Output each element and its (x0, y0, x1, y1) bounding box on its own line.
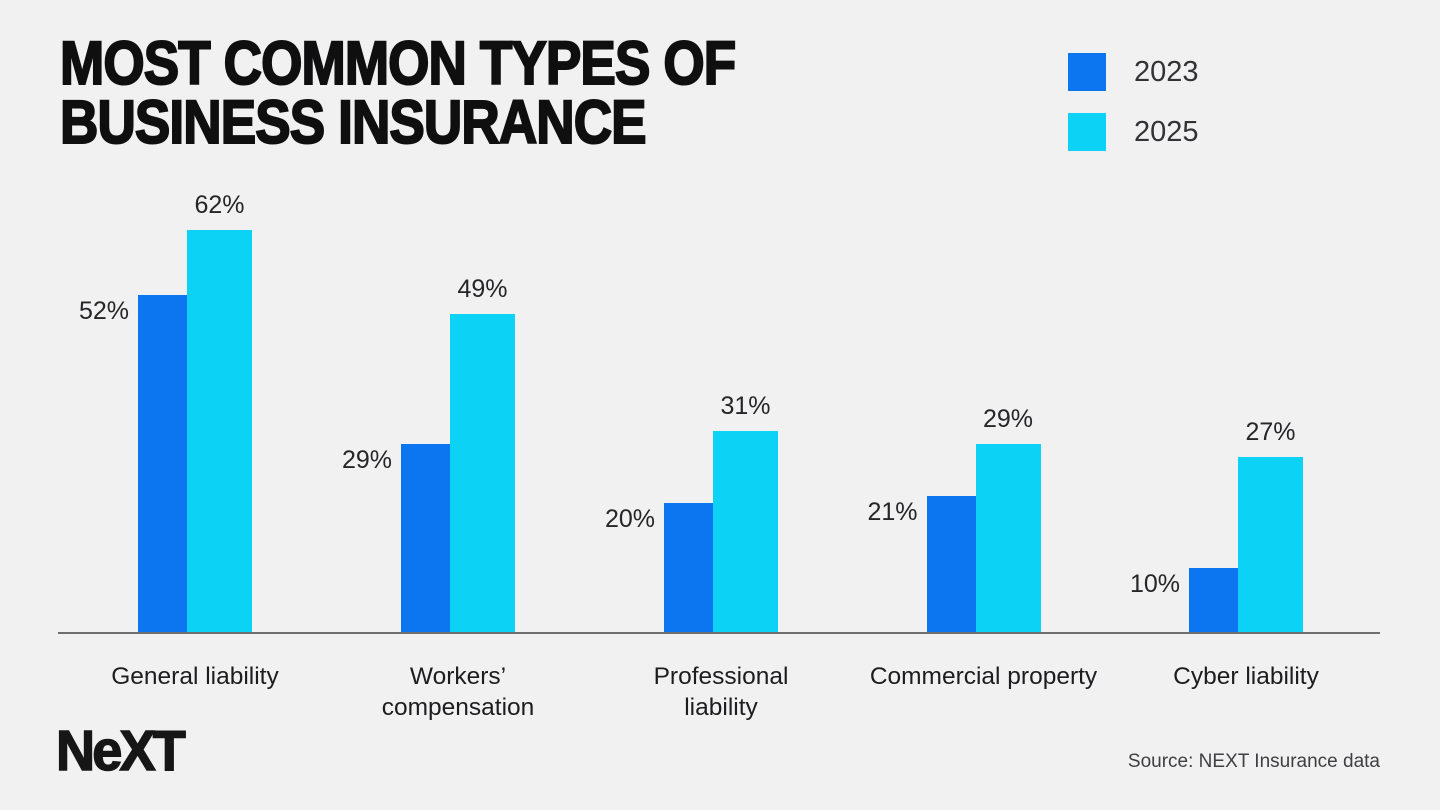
bar-2025-commercial-property (975, 444, 1041, 633)
legend-swatch-2023 (1068, 53, 1106, 91)
value-label-2023-commercial-property: 21% (867, 498, 918, 526)
category-label-commercial-property: Commercial property (869, 663, 1098, 690)
bar-2023-workers-compensation (401, 444, 450, 633)
legend-label-2025: 2025 (1134, 115, 1199, 148)
value-label-2025-general-liability: 62% (194, 191, 245, 219)
category-label-professional-liability: Professional liability (653, 663, 789, 721)
value-label-2025-commercial-property: 29% (982, 405, 1034, 433)
value-label-2025-cyber-liability: 27% (1245, 418, 1296, 446)
bar-2025-professional-liability (713, 431, 778, 633)
category-label-general-liability: General liability (111, 663, 279, 690)
bar-2025-workers-compensation (450, 314, 515, 633)
category-label-cyber-liability: Cyber liability (1173, 663, 1319, 690)
value-label-2025-professional-liability: 31% (720, 392, 771, 420)
value-label-2023-professional-liability: 20% (604, 505, 655, 533)
bar-2023-cyber-liability (1189, 568, 1238, 633)
value-label-2023-workers-compensation: 29% (341, 446, 392, 474)
chart-title: MOST COMMON TYPES OF BUSINESS INSURANCE (59, 28, 737, 157)
legend-swatch-2025 (1068, 113, 1106, 151)
bar-2023-commercial-property (926, 496, 976, 633)
x-axis-line (58, 632, 1380, 634)
bar-2025-cyber-liability (1238, 457, 1303, 633)
legend: 2023 2025 (1068, 53, 1199, 151)
legend-item-2023: 2023 (1068, 53, 1199, 91)
bar-2025-general-liability (187, 230, 252, 633)
legend-label-2023: 2023 (1134, 55, 1199, 88)
legend-item-2025: 2025 (1068, 113, 1199, 151)
value-label-2023-cyber-liability: 10% (1129, 570, 1180, 598)
source-credit: Source: NEXT Insurance data (1127, 751, 1380, 772)
bar-2023-general-liability (138, 295, 187, 633)
value-label-2025-workers-compensation: 49% (457, 275, 508, 303)
value-label-2023-general-liability: 52% (78, 297, 129, 325)
next-logo: NeXT (55, 718, 186, 784)
category-label-workers-compensation: Workers’ compensation (381, 663, 535, 721)
bar-2023-professional-liability (664, 503, 713, 633)
